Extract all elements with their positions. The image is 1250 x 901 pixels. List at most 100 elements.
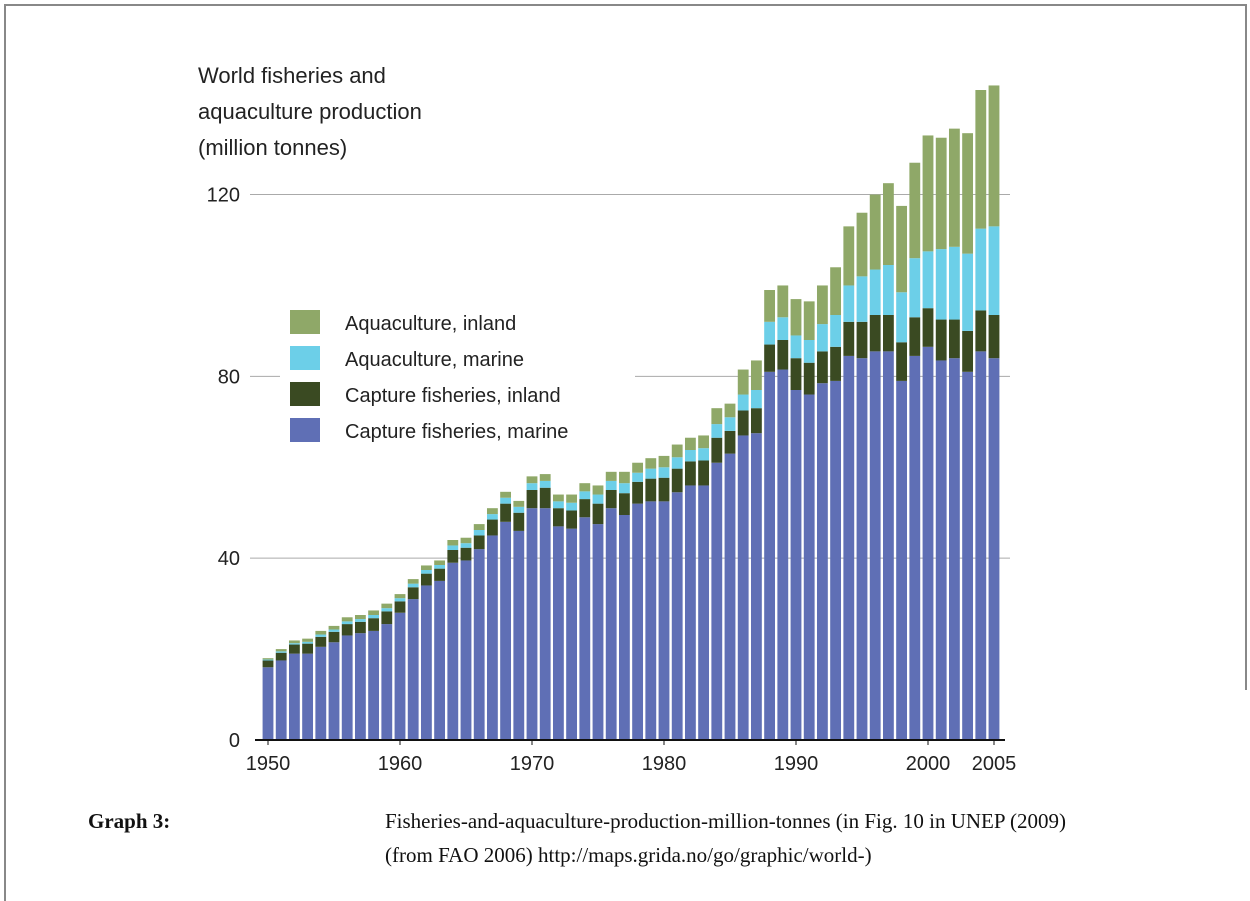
bar-segment <box>526 508 538 740</box>
bar-segment <box>394 612 406 740</box>
bar-segment <box>935 137 947 250</box>
bar-segment <box>262 660 274 668</box>
bar-segment <box>896 380 908 740</box>
bar-segment <box>302 641 314 644</box>
bar-segment <box>341 617 353 622</box>
bar-segment <box>473 524 485 530</box>
bar-segment <box>328 631 340 643</box>
bar-segment <box>975 310 987 352</box>
bar-segment <box>460 537 472 544</box>
bar-segment <box>750 433 762 740</box>
bar-segment <box>579 499 591 518</box>
bar-segment <box>777 285 789 318</box>
bar-segment <box>262 658 274 660</box>
bar-segment <box>962 330 974 372</box>
bar-segment <box>315 634 327 637</box>
bar-segment <box>658 455 670 468</box>
bar-segment <box>341 624 353 636</box>
bar-segment <box>407 579 419 584</box>
bar-segment <box>988 315 1000 359</box>
bar-segment <box>262 659 274 661</box>
bar-segment <box>275 652 287 661</box>
bar-segment <box>302 643 314 654</box>
bar-segment <box>592 503 604 525</box>
bar-segment <box>315 630 327 635</box>
bar-segment <box>684 461 696 486</box>
bar-segment <box>869 351 881 740</box>
bar-segment <box>460 547 472 561</box>
bar-segment <box>302 653 314 740</box>
bar-segment <box>750 408 762 434</box>
bar-segment <box>948 128 960 247</box>
bar-segment <box>645 468 657 479</box>
bar-segment <box>922 135 934 252</box>
bar-segment <box>737 435 749 740</box>
bar-segment <box>790 358 802 390</box>
bar-segment <box>328 629 340 632</box>
bar-segment <box>909 162 921 259</box>
bar-segment <box>354 619 366 622</box>
bar-segment <box>579 517 591 740</box>
bar-segment <box>288 643 300 645</box>
legend-label: Aquaculture, marine <box>345 349 524 371</box>
bar-segment <box>486 519 498 536</box>
bar-segment <box>592 524 604 740</box>
bar-segment <box>341 635 353 740</box>
bar-segment <box>962 371 974 740</box>
bar-segment <box>816 285 828 325</box>
bar-segment <box>975 90 987 229</box>
bar-segment <box>988 85 1000 227</box>
bar-segment <box>526 490 538 509</box>
bar-segment <box>434 565 446 569</box>
bar-segment <box>671 492 683 740</box>
bar-segment <box>698 485 710 740</box>
bar-segment <box>618 493 630 515</box>
y-tick-label: 0 <box>229 730 240 752</box>
bar-segment <box>632 481 644 504</box>
bar-segment <box>816 324 828 352</box>
bar-segment <box>513 500 525 507</box>
bar-segment <box>671 468 683 493</box>
bar-segment <box>473 530 485 536</box>
bar-segment <box>803 394 815 740</box>
bar-segment <box>935 360 947 740</box>
bar-segment <box>896 205 908 293</box>
bar-segment <box>447 545 459 550</box>
bar-segment <box>394 598 406 602</box>
bar-segment <box>671 457 683 469</box>
bar-segment <box>962 253 974 331</box>
bar-segment <box>764 344 776 372</box>
bar-segment <box>975 228 987 311</box>
bar-segment <box>684 485 696 740</box>
bar-segment <box>552 501 564 509</box>
bar-segment <box>698 460 710 486</box>
bar-segment <box>368 618 380 631</box>
bar-segment <box>737 369 749 395</box>
x-tick-label: 2005 <box>972 753 1017 775</box>
legend-background <box>280 298 635 458</box>
bar-segment <box>605 490 617 509</box>
legend-swatch <box>290 382 320 406</box>
bar-segment <box>486 535 498 740</box>
legend-label: Capture fisheries, inland <box>345 385 561 407</box>
bar-segment <box>618 471 630 484</box>
bar-segment <box>460 560 472 740</box>
bar-segment <box>302 638 314 642</box>
bar-segment <box>354 633 366 740</box>
bar-segment <box>632 472 644 482</box>
bar-segment <box>447 562 459 740</box>
bar-segment <box>922 346 934 740</box>
y-tick-label: 40 <box>218 548 240 570</box>
bar-segment <box>434 580 446 740</box>
bar-segment <box>724 417 736 431</box>
bar-segment <box>658 477 670 502</box>
bar-segment <box>618 483 630 494</box>
bar-segment <box>922 251 934 309</box>
bar-segment <box>288 653 300 740</box>
bar-segment <box>632 503 644 740</box>
bar-segment <box>803 340 815 363</box>
bar-segment <box>816 383 828 740</box>
bar-segment <box>750 390 762 409</box>
bar-segment <box>315 636 327 647</box>
bar-segment <box>605 480 617 490</box>
